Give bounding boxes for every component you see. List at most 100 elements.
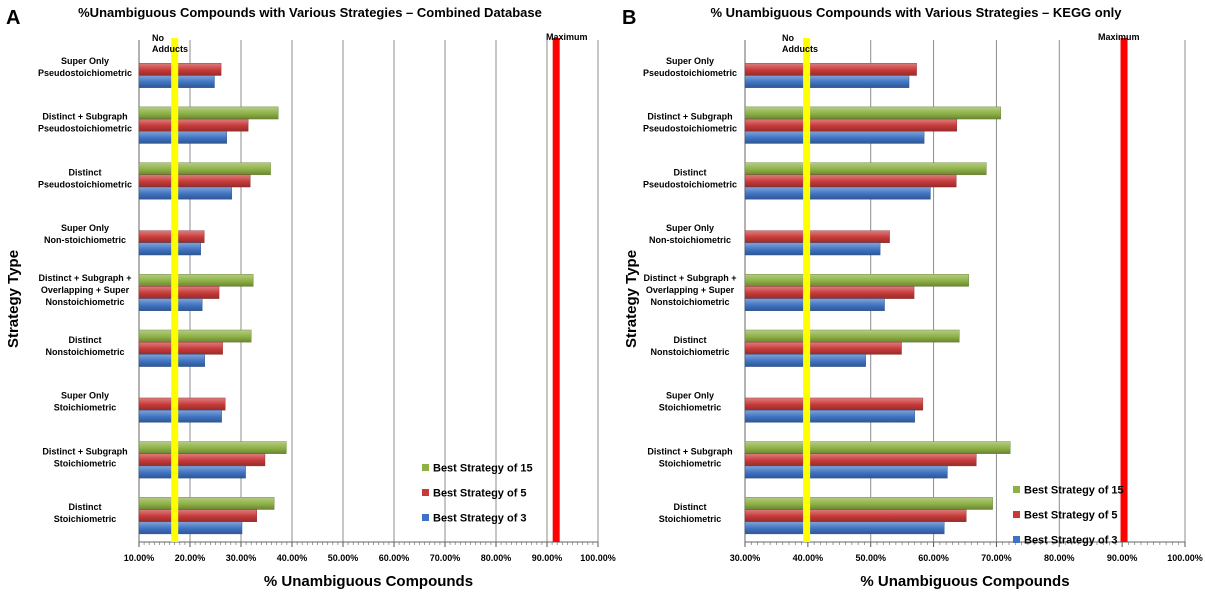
bar-best-strategy-of-15 <box>744 497 993 510</box>
legend: Best Strategy of 15 Best Strategy of 5 Bes… <box>422 463 533 525</box>
bar-best-strategy-of-15 <box>744 106 1002 120</box>
bar-best-strategy-of-3 <box>138 242 201 256</box>
category-label: Distinct + Subgraph Pseudostoichiometric <box>643 112 737 134</box>
reference-label-line: Adducts <box>152 44 188 54</box>
legend-swatch <box>422 489 429 496</box>
category-label-line: Stoichiometric <box>54 403 117 413</box>
category-label: Super Only Pseudostoichiometric <box>38 56 132 78</box>
legend-label: Best Strategy of 3 <box>1024 535 1118 547</box>
category-label-line: Super Only <box>61 223 109 233</box>
bar-best-strategy-of-15 <box>744 329 960 343</box>
category-label-line: Pseudostoichiometric <box>38 124 132 134</box>
category-label: Distinct Stoichiometric <box>54 502 117 524</box>
bar-best-strategy-of-3 <box>744 409 915 423</box>
x-tick-label: 50.00% <box>855 553 886 563</box>
y-axis-title: Strategy Type <box>623 250 640 348</box>
category-label-line: Distinct + Subgraph <box>42 112 127 122</box>
x-axis-title: % Unambiguous Compounds <box>264 573 473 590</box>
bar-best-strategy-of-3 <box>744 131 925 144</box>
bar-best-strategy-of-5 <box>744 118 958 132</box>
legend-label: Best Strategy of 3 <box>433 513 527 525</box>
category-label-line: Stoichiometric <box>659 403 722 413</box>
reference-label-line: No <box>782 33 794 43</box>
category-label: Distinct + Subgraph + Overlapping + Super… <box>38 273 131 307</box>
category-label-line: Pseudostoichiometric <box>643 124 737 134</box>
bar-best-strategy-of-3 <box>744 242 881 256</box>
x-tick-label: 80.00% <box>1044 553 1075 563</box>
panel-label: B <box>622 7 636 29</box>
category-label-line: Distinct <box>68 167 101 177</box>
category-label-line: Pseudostoichiometric <box>38 179 132 189</box>
category-label-line: Distinct + Subgraph + <box>38 273 131 283</box>
reference-line-no-adducts <box>803 38 811 542</box>
x-tick-label: 100.00% <box>580 553 616 563</box>
x-tick-label: 30.00% <box>730 553 761 563</box>
legend-label: Best Strategy of 5 <box>1024 510 1118 522</box>
category-label-line: Pseudostoichiometric <box>643 179 737 189</box>
category-label: Distinct Nonstoichiometric <box>45 335 124 357</box>
x-tick-label: 70.00% <box>981 553 1012 563</box>
reference-label: Maximum <box>546 32 588 42</box>
bar-best-strategy-of-15 <box>138 329 252 343</box>
category-label: Super Only Non-stoichiometric <box>44 223 126 245</box>
category-label: Distinct Pseudostoichiometric <box>38 167 132 189</box>
bar-best-strategy-of-15 <box>744 274 969 287</box>
y-axis-title: Strategy Type <box>5 250 22 348</box>
x-tick-label: 40.00% <box>277 553 308 563</box>
category-label-line: Super Only <box>666 391 714 401</box>
x-tick-label: 90.00% <box>1107 553 1138 563</box>
bar-best-strategy-of-5 <box>744 397 924 411</box>
category-label-line: Stoichiometric <box>54 458 117 468</box>
bar-best-strategy-of-3 <box>138 521 243 535</box>
x-tick-label: 60.00% <box>379 553 410 563</box>
category-label-line: Distinct <box>68 502 101 512</box>
bar-best-strategy-of-15 <box>744 441 1011 454</box>
bar-best-strategy-of-15 <box>138 162 271 176</box>
bar-best-strategy-of-5 <box>744 341 902 355</box>
bar-best-strategy-of-5 <box>138 118 249 132</box>
bar-best-strategy-of-3 <box>138 186 233 200</box>
category-label-line: Pseudostoichiometric <box>643 68 737 78</box>
bar-best-strategy-of-5 <box>744 453 977 467</box>
bar-best-strategy-of-15 <box>138 441 287 454</box>
chart-panel-b: B % Unambiguous Compounds with Various St… <box>622 5 1203 590</box>
category-label-line: Distinct <box>68 335 101 345</box>
x-tick-label: 40.00% <box>793 553 824 563</box>
legend: Best Strategy of 15 Best Strategy of 5 Bes… <box>1013 485 1124 547</box>
bar-best-strategy-of-5 <box>138 509 258 522</box>
panel-label: A <box>6 7 20 29</box>
category-label-line: Nonstoichiometric <box>650 347 729 357</box>
category-label-line: Super Only <box>666 223 714 233</box>
reference-line-maximum <box>552 38 560 542</box>
chart-panel-a: A %Unambiguous Compounds with Various Str… <box>5 5 616 590</box>
category-label: Distinct Nonstoichiometric <box>650 335 729 357</box>
category-label: Super Only Stoichiometric <box>54 391 117 413</box>
x-tick-label: 30.00% <box>226 553 257 563</box>
bar-best-strategy-of-5 <box>138 174 251 188</box>
reference-label-line: Adducts <box>782 44 818 54</box>
bar-best-strategy-of-3 <box>744 521 945 535</box>
x-tick-label: 100.00% <box>1167 553 1203 563</box>
category-label: Super Only Pseudostoichiometric <box>643 56 737 78</box>
category-label: Distinct + Subgraph Pseudostoichiometric <box>38 112 132 134</box>
category-label-line: Distinct + Subgraph <box>647 446 732 456</box>
bar-best-strategy-of-5 <box>138 453 266 467</box>
legend-label: Best Strategy of 15 <box>1024 485 1124 497</box>
legend-label: Best Strategy of 15 <box>433 463 533 475</box>
category-label-line: Distinct <box>673 502 706 512</box>
bar-best-strategy-of-5 <box>138 397 226 411</box>
bar-best-strategy-of-3 <box>138 131 227 144</box>
bar-best-strategy-of-3 <box>138 298 203 312</box>
legend-swatch <box>422 464 429 471</box>
category-label-line: Distinct + Subgraph <box>647 112 732 122</box>
category-label: Distinct + Subgraph Stoichiometric <box>647 446 732 468</box>
bar-best-strategy-of-5 <box>744 230 890 244</box>
bar-best-strategy-of-5 <box>138 63 222 76</box>
category-label: Distinct + Subgraph + Overlapping + Super… <box>643 273 736 307</box>
x-tick-label: 80.00% <box>481 553 512 563</box>
category-label-line: Distinct <box>673 335 706 345</box>
bar-best-strategy-of-5 <box>744 286 915 299</box>
category-label-line: Nonstoichiometric <box>650 297 729 307</box>
